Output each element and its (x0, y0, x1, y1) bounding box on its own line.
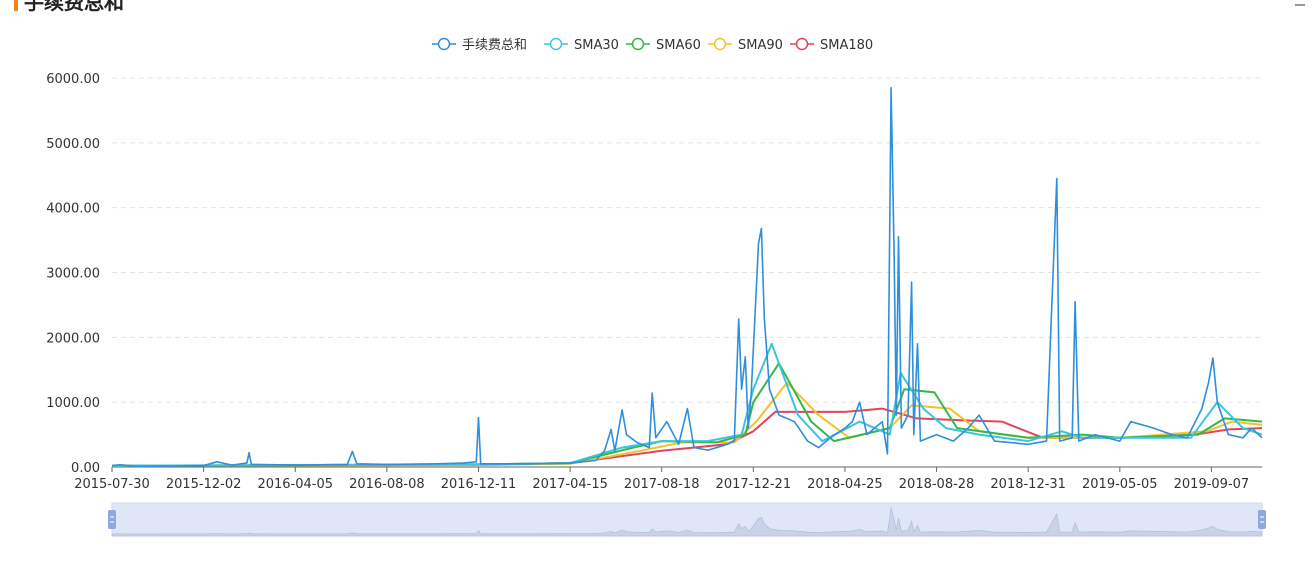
x-tick-label: 2015-12-02 (166, 477, 242, 492)
x-tick-label: 2017-12-21 (716, 477, 792, 492)
y-tick-label: 3000.00 (46, 267, 100, 282)
x-tick-label: 2016-04-05 (257, 477, 333, 492)
legend-label-sum: 手续费总和 (462, 38, 527, 53)
x-tick-label: 2018-08-28 (899, 477, 975, 492)
legend-label-sma30: SMA30 (574, 38, 619, 53)
x-tick-label: 2019-05-05 (1082, 477, 1158, 492)
y-tick-label: 0.00 (71, 461, 100, 476)
zoom-handle-left[interactable] (108, 510, 116, 529)
x-tick-label: 2016-12-11 (441, 477, 517, 492)
series-line-sma90 (111, 381, 1263, 467)
legend-label-sma180: SMA180 (820, 38, 873, 53)
legend-marker-sma180 (795, 37, 809, 51)
chart-title-text: 手续费总和 (24, 0, 124, 14)
series-line-sum (111, 86, 1263, 468)
minimize-icon[interactable] (1295, 0, 1305, 6)
y-tick-label: 4000.00 (46, 202, 100, 217)
x-tick-label: 2017-08-18 (624, 477, 700, 492)
x-tick-label: 2016-08-08 (349, 477, 425, 492)
y-tick-label: 2000.00 (46, 331, 100, 346)
title-accent-bar (14, 0, 18, 11)
zoom-handle-right[interactable] (1258, 510, 1266, 529)
legend-marker-sma90 (713, 37, 727, 51)
series-line-sma30 (111, 342, 1263, 467)
x-tick-label: 2018-12-31 (990, 477, 1066, 492)
series-line-sma60 (111, 362, 1263, 467)
legend-marker-sma30 (549, 37, 563, 51)
y-tick-label: 6000.00 (46, 72, 100, 87)
legend-marker-sum (437, 37, 451, 51)
x-tick-label: 2017-04-15 (532, 477, 608, 492)
x-tick-label: 2019-09-07 (1174, 477, 1250, 492)
x-tick-label: 2015-07-30 (74, 477, 150, 492)
legend-marker-sma60 (631, 37, 645, 51)
chart-title: 手续费总和 (14, 0, 124, 14)
x-tick-label: 2018-04-25 (807, 477, 883, 492)
y-tick-label: 1000.00 (46, 396, 100, 411)
legend-label-sma60: SMA60 (656, 38, 701, 53)
legend-label-sma90: SMA90 (738, 38, 783, 53)
zoom-slider-preview (111, 507, 1263, 537)
y-tick-label: 5000.00 (46, 137, 100, 152)
